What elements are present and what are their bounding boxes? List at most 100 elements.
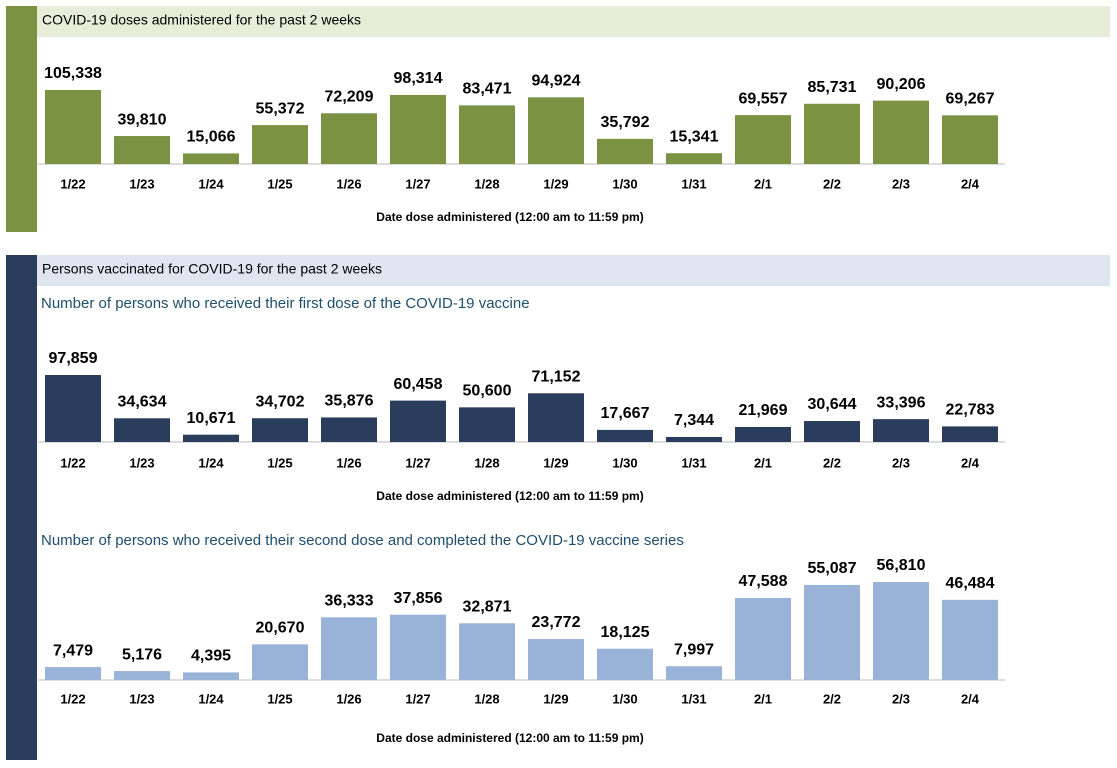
value-label: 69,267 [946, 91, 995, 108]
x-tick-label: 1/26 [336, 455, 361, 470]
value-label: 7,997 [674, 641, 714, 658]
bar [528, 393, 584, 442]
bar [459, 105, 515, 164]
value-label: 90,206 [877, 76, 926, 93]
x-tick-label: 1/23 [129, 455, 154, 470]
value-label: 22,783 [946, 402, 995, 419]
value-label: 23,772 [532, 614, 581, 631]
value-label: 105,338 [44, 65, 102, 82]
bar [528, 638, 584, 680]
bar [252, 644, 308, 680]
bar [873, 100, 929, 164]
x-tick-label: 1/29 [543, 176, 568, 191]
x-tick-label: 2/3 [892, 176, 910, 191]
value-label: 34,702 [256, 393, 305, 410]
x-tick-label: 2/1 [754, 691, 772, 706]
bar [45, 375, 101, 442]
value-label: 60,458 [394, 376, 443, 393]
section-accent [6, 255, 37, 760]
x-tick-label: 2/2 [823, 455, 841, 470]
bar [114, 671, 170, 680]
bar [390, 400, 446, 442]
bar [873, 582, 929, 680]
value-label: 35,876 [325, 393, 374, 410]
section-accent [6, 6, 37, 232]
bar [804, 103, 860, 164]
bar [183, 672, 239, 680]
bar [804, 421, 860, 442]
bar [942, 599, 998, 680]
bar [114, 136, 170, 164]
value-label: 98,314 [394, 70, 443, 87]
x-tick-label: 1/31 [681, 176, 706, 191]
x-tick-label: 1/24 [198, 455, 224, 470]
value-label: 7,344 [674, 412, 714, 429]
x-tick-label: 1/25 [267, 691, 292, 706]
x-tick-label: 2/4 [961, 691, 980, 706]
bar [942, 115, 998, 164]
chart-title: Number of persons who received their fir… [41, 295, 530, 312]
x-tick-label: 1/31 [681, 455, 706, 470]
x-tick-label: 1/24 [198, 176, 224, 191]
x-axis-label: Date dose administered (12:00 am to 11:5… [376, 731, 643, 745]
value-label: 30,644 [808, 396, 857, 413]
value-label: 72,209 [325, 88, 374, 105]
x-tick-label: 1/26 [336, 691, 361, 706]
section-title: COVID-19 doses administered for the past… [42, 12, 361, 28]
bar [252, 418, 308, 442]
bar [735, 426, 791, 442]
x-tick-label: 1/23 [129, 691, 154, 706]
bar [804, 584, 860, 680]
value-label: 55,372 [256, 100, 305, 117]
value-label: 5,176 [122, 646, 162, 663]
value-label: 39,810 [118, 111, 167, 128]
value-label: 20,670 [256, 620, 305, 637]
value-label: 94,924 [532, 73, 581, 90]
value-label: 69,557 [739, 90, 788, 107]
x-tick-label: 1/28 [474, 455, 499, 470]
bar [183, 153, 239, 164]
bar [183, 434, 239, 442]
x-tick-label: 1/27 [405, 455, 430, 470]
x-tick-label: 1/27 [405, 691, 430, 706]
x-tick-label: 1/31 [681, 691, 706, 706]
x-tick-label: 1/29 [543, 691, 568, 706]
value-label: 32,871 [463, 599, 512, 616]
x-tick-label: 1/23 [129, 176, 154, 191]
value-label: 15,341 [670, 128, 719, 145]
x-tick-label: 1/24 [198, 691, 224, 706]
value-label: 37,856 [394, 590, 443, 607]
bar [459, 407, 515, 442]
value-label: 85,731 [808, 79, 857, 96]
section-header [37, 255, 1110, 286]
x-tick-label: 1/26 [336, 176, 361, 191]
value-label: 7,479 [53, 642, 93, 659]
bar [873, 419, 929, 442]
x-tick-label: 1/25 [267, 176, 292, 191]
bar [666, 153, 722, 164]
value-label: 33,396 [877, 394, 926, 411]
bar [735, 115, 791, 164]
x-tick-label: 1/27 [405, 176, 430, 191]
bar [114, 418, 170, 442]
value-label: 71,152 [532, 369, 581, 386]
bar [666, 436, 722, 442]
x-tick-label: 2/2 [823, 691, 841, 706]
value-label: 50,600 [463, 383, 512, 400]
x-tick-label: 1/30 [612, 176, 637, 191]
bar [735, 597, 791, 680]
bar [321, 617, 377, 680]
x-tick-label: 1/30 [612, 455, 637, 470]
value-label: 83,471 [463, 81, 512, 98]
x-axis-label: Date dose administered (12:00 am to 11:5… [376, 489, 643, 503]
bar [942, 426, 998, 442]
value-label: 97,859 [49, 350, 98, 367]
x-tick-label: 1/22 [60, 176, 85, 191]
x-tick-label: 2/4 [961, 176, 980, 191]
bar [321, 417, 377, 442]
bar [666, 666, 722, 680]
x-tick-label: 2/2 [823, 176, 841, 191]
value-label: 46,484 [946, 575, 995, 592]
bar [252, 125, 308, 164]
